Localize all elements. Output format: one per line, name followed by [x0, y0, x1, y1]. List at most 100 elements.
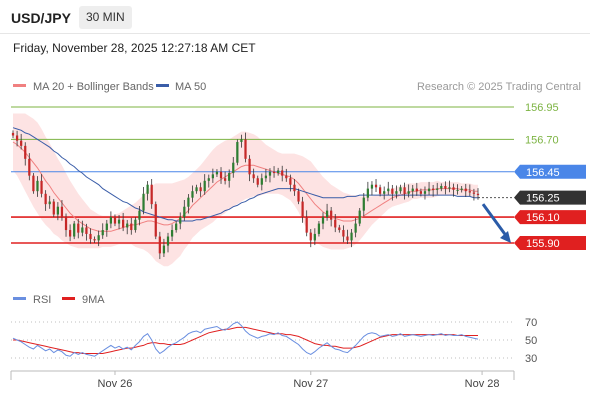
candle: [346, 229, 349, 245]
candle: [179, 212, 182, 230]
candle-body: [338, 227, 341, 231]
candle: [138, 205, 141, 226]
candle: [158, 231, 161, 260]
candle: [44, 190, 47, 211]
candle: [281, 165, 284, 182]
level-tag-155.90: [514, 236, 586, 250]
candle: [215, 169, 219, 177]
candle: [122, 212, 125, 232]
candle-body: [293, 184, 296, 192]
candle: [448, 180, 451, 193]
candle-body: [391, 188, 394, 194]
candle-body: [179, 217, 182, 224]
candle: [419, 188, 423, 197]
candle: [77, 218, 80, 239]
candle-body: [24, 145, 27, 159]
candle: [40, 174, 43, 198]
legend-swatch-ma20: [13, 84, 26, 87]
candle: [427, 181, 431, 195]
candle-body: [301, 201, 304, 218]
candle-body: [440, 186, 443, 189]
candle-body: [346, 236, 349, 241]
candle: [411, 184, 414, 198]
candle-body: [215, 171, 219, 175]
rsi-tick-30: 30: [525, 353, 537, 365]
candle-body: [158, 236, 161, 254]
candle: [68, 224, 72, 242]
candle: [264, 168, 268, 182]
projection-arrow-shaft: [481, 203, 509, 238]
legend-swatch-rsi: [13, 297, 26, 300]
candle: [407, 184, 410, 198]
candle-body: [44, 193, 47, 205]
candle: [378, 184, 382, 197]
candle-body: [452, 187, 455, 190]
chart-header: USD/JPY 30 MIN: [0, 0, 590, 36]
candle-body: [334, 219, 337, 228]
candle-body: [309, 232, 312, 241]
candle-body: [370, 184, 374, 189]
candle: [191, 185, 194, 203]
candle: [403, 182, 406, 200]
candle-body: [427, 188, 431, 192]
candle-body: [183, 206, 186, 218]
candle-body: [362, 197, 365, 211]
candle: [24, 142, 27, 166]
candle-body: [403, 187, 406, 194]
candle: [170, 224, 174, 242]
candle: [219, 167, 223, 184]
candle: [162, 238, 166, 257]
candle-body: [11, 132, 15, 136]
candle: [154, 201, 157, 240]
candle: [203, 174, 206, 195]
candle-body: [252, 174, 255, 179]
candle-body: [436, 188, 439, 190]
candle-body: [166, 236, 170, 246]
candle: [207, 174, 210, 188]
candle: [56, 202, 59, 221]
candle: [228, 169, 231, 188]
candle: [423, 186, 427, 200]
candle: [317, 220, 321, 237]
candle: [48, 195, 51, 209]
candle-body: [468, 191, 471, 193]
candle: [440, 183, 443, 192]
candle: [362, 193, 365, 217]
candle-body: [236, 141, 239, 163]
candle: [476, 188, 480, 200]
candle-body: [89, 233, 92, 240]
candle-body: [191, 191, 194, 198]
candle: [456, 184, 459, 195]
candle-body: [476, 193, 480, 196]
candle-body: [423, 191, 427, 194]
candle-body: [317, 223, 321, 234]
candle: [358, 208, 361, 227]
candle-body: [142, 193, 145, 211]
candle: [199, 182, 202, 197]
candle-body: [264, 175, 268, 179]
candle: [325, 203, 329, 221]
candle: [468, 184, 471, 197]
candle-body: [207, 178, 210, 181]
candle: [117, 215, 121, 230]
level-label-155.90: 155.90: [526, 238, 560, 250]
candle-body: [248, 158, 251, 175]
candle-body: [105, 223, 108, 231]
candle: [97, 230, 100, 247]
candle: [109, 211, 113, 229]
candle-body: [399, 187, 402, 192]
candle-body: [350, 232, 353, 241]
candle-body: [150, 184, 153, 205]
projection-arrow-head: [500, 231, 511, 243]
candle-body: [162, 245, 166, 254]
level-label-156.10: 156.10: [526, 212, 560, 224]
candle: [81, 220, 84, 237]
timeframe-button[interactable]: 30 MIN: [79, 6, 132, 29]
candle: [342, 225, 345, 243]
candle: [146, 181, 149, 201]
level-label-156.25: 156.25: [526, 193, 560, 205]
candle: [260, 173, 263, 191]
candle-body: [472, 192, 476, 194]
candle: [289, 174, 292, 192]
